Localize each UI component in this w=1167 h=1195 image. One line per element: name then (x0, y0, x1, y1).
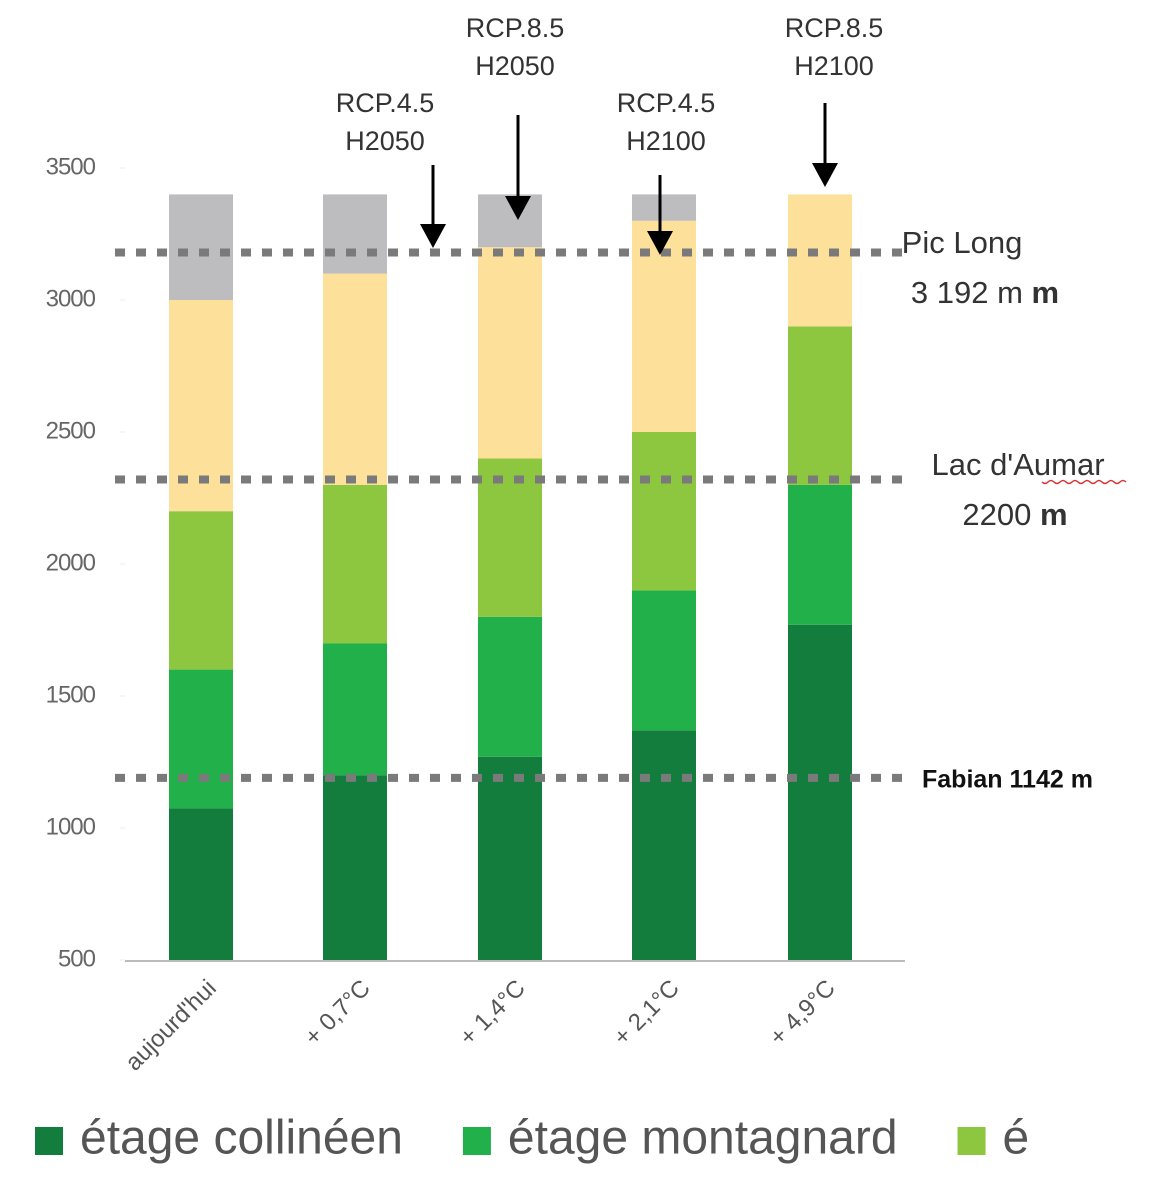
bar-segment (169, 194, 233, 300)
reference-label: Pic Long (902, 225, 1023, 260)
annotation: RCP.8.5 (785, 13, 884, 43)
y-tick-label: 1500 (46, 681, 96, 708)
x-tick-label: aujourd'hui (120, 975, 222, 1077)
y-tick-label: 2500 (46, 417, 96, 444)
reference-label: Fabian 1142 m (922, 766, 1093, 794)
legend-label: étage montagnard (508, 1112, 898, 1165)
reference-label: 3 192 m m (911, 275, 1059, 310)
legend-swatch (35, 1127, 63, 1155)
bar-segment (478, 247, 542, 459)
spell-underline (1041, 479, 1127, 485)
x-tick: + 0,7°C (299, 975, 375, 1051)
bar-segment (632, 194, 696, 221)
bar-segment (169, 808, 233, 960)
legend-label: é (1003, 1112, 1030, 1165)
bar-segment (323, 643, 387, 776)
annotation: RCP.8.5 (466, 13, 565, 43)
x-tick-label: + 2,1°C (608, 975, 684, 1051)
bar-segment (478, 756, 542, 960)
bar-segment (323, 775, 387, 960)
bar-segment (323, 194, 387, 274)
y-tick-label: 500 (58, 945, 96, 972)
reference-label: 2200 m (962, 497, 1067, 532)
x-tick: aujourd'hui (120, 975, 222, 1077)
arrow-head (647, 231, 673, 255)
arrow-head (505, 196, 531, 220)
annotation: H2050 (345, 126, 425, 156)
legend-swatch (462, 1127, 491, 1155)
bar-segment (632, 432, 696, 591)
bar-segment (788, 194, 852, 327)
reference-unit: m (1032, 275, 1060, 310)
y-tick-label: 3500 (46, 153, 96, 180)
reference-label: Lac d'Aumar (931, 447, 1104, 482)
bar-segment (632, 590, 696, 731)
bar-segment (478, 458, 542, 617)
annotation: RCP.4.5 (336, 88, 435, 118)
x-tick: + 1,4°C (454, 975, 530, 1051)
annotation: H2100 (794, 51, 874, 81)
arrow-head (812, 163, 838, 187)
x-tick-label: + 1,4°C (454, 975, 530, 1051)
bar-segment (788, 484, 852, 625)
bar-segment (788, 624, 852, 960)
y-tick-label: 3000 (46, 285, 96, 312)
bar-segment (323, 484, 387, 644)
annotation: RCP.4.5 (617, 88, 716, 118)
bar-segment (169, 669, 233, 809)
x-tick-label: + 0,7°C (299, 975, 375, 1051)
reference-altitude: 2200 (962, 497, 1031, 532)
reference-unit: m (1040, 497, 1068, 532)
bar-segment (323, 273, 387, 485)
bar-segment (169, 511, 233, 670)
x-tick: + 4,9°C (764, 975, 840, 1051)
y-tick-label: 2000 (46, 549, 96, 576)
legend-swatch (957, 1127, 986, 1155)
bar-segment (788, 326, 852, 485)
annotation: H2100 (626, 126, 706, 156)
x-tick-label: + 4,9°C (764, 975, 840, 1051)
legend-label: étage collinéen (80, 1112, 403, 1165)
arrow-head (420, 224, 446, 248)
bar-segment (632, 730, 696, 960)
reference-altitude: 3 192 m (911, 275, 1023, 310)
x-tick: + 2,1°C (608, 975, 684, 1051)
annotation: H2050 (475, 51, 555, 81)
bar-segment (478, 616, 542, 757)
bars (169, 194, 852, 960)
y-tick-label: 1000 (46, 813, 96, 840)
